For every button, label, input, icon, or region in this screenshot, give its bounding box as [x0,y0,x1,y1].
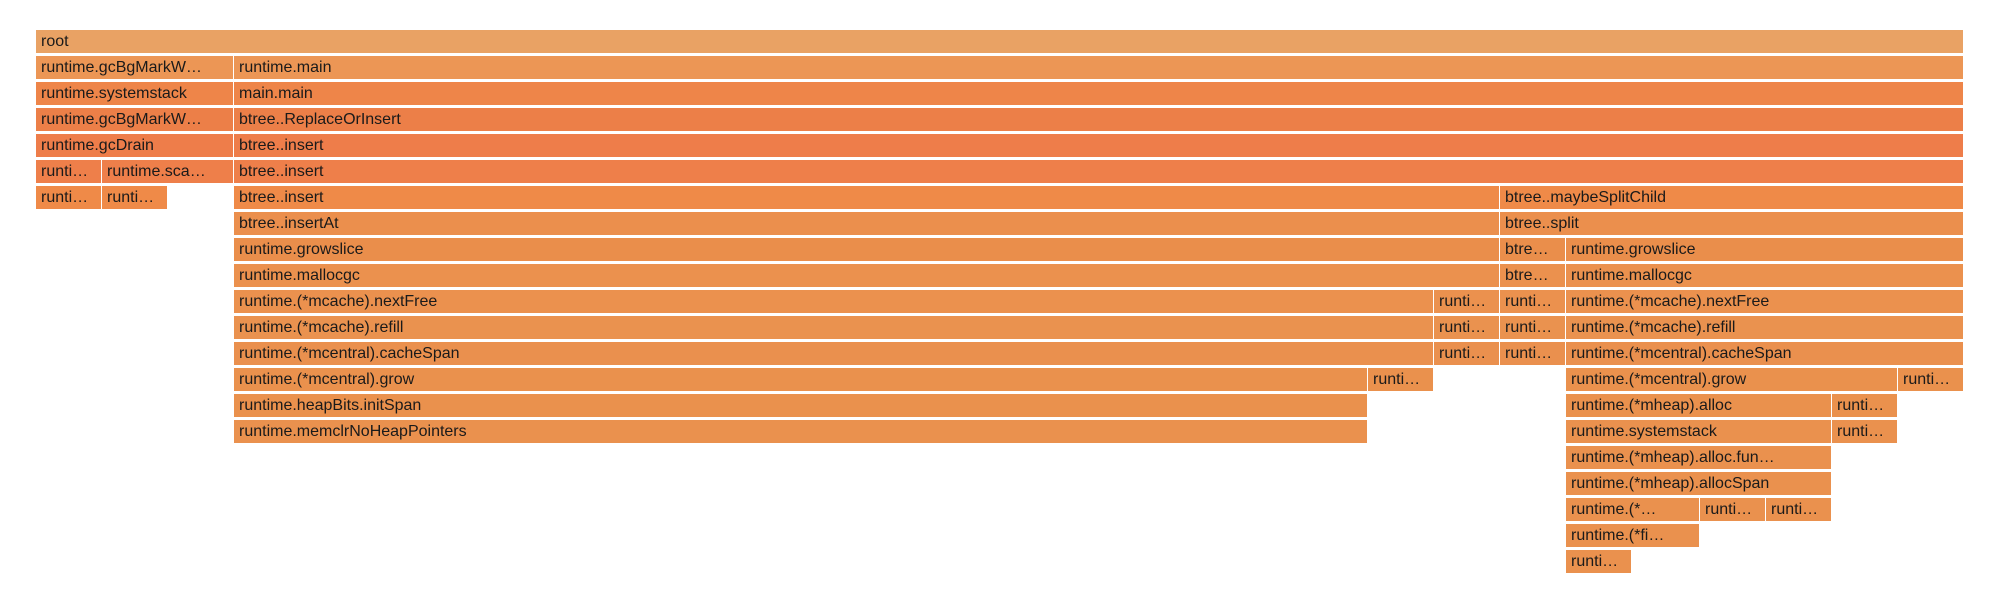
frame-mheap-alloc[interactable]: runtime.(*mheap).alloc [1566,394,1832,418]
frame-btree-insert[interactable]: btree..insert [234,134,1964,158]
frame-runti[interactable]: runti… [1766,498,1832,522]
frame-runti[interactable]: runti… [1500,290,1566,314]
frame-gcBgMarkWorker[interactable]: runtime.gcBgMarkW… [36,108,234,132]
frame-runtime-sca[interactable]: runtime.sca… [102,160,234,184]
frame-runtime-mallocgc[interactable]: runtime.mallocgc [1566,264,1964,288]
frame-runti[interactable]: runti… [36,160,102,184]
frame-mcentral-cacheSpan[interactable]: runtime.(*mcentral).cacheSpan [234,342,1434,366]
frame-btree-maybeSplitChild[interactable]: btree..maybeSplitChild [1500,186,1964,210]
frame-runtime-main[interactable]: runtime.main [234,56,1964,80]
frame-runti[interactable]: runti… [1434,342,1500,366]
frame-systemstack[interactable]: runtime.systemstack [36,82,234,106]
frame-runti[interactable]: runti… [1434,290,1500,314]
frame-runti[interactable]: runti… [36,186,102,210]
frame-mcache-nextFree[interactable]: runtime.(*mcache).nextFree [1566,290,1964,314]
frame-runti[interactable]: runti… [1566,550,1632,574]
frame-runtime-mallocgc[interactable]: runtime.mallocgc [234,264,1500,288]
frame-runti[interactable]: runti… [1500,342,1566,366]
frame-btree-insertAt[interactable]: btree..insertAt [234,212,1500,236]
frame-runti[interactable]: runti… [1368,368,1434,392]
frame-mcache-refill[interactable]: runtime.(*mcache).refill [1566,316,1964,340]
frame-runtime-growslice[interactable]: runtime.growslice [234,238,1500,262]
frame-mcentral-grow[interactable]: runtime.(*mcentral).grow [234,368,1368,392]
frame-btre[interactable]: btre… [1500,238,1566,262]
frame-runti[interactable]: runti… [1832,394,1898,418]
frame-mcache-nextFree[interactable]: runtime.(*mcache).nextFree [234,290,1434,314]
frame-mcentral-cacheSpan[interactable]: runtime.(*mcentral).cacheSpan [1566,342,1964,366]
frame-runtime-star[interactable]: runtime.(*… [1566,498,1700,522]
frame-heapBits-initSpan[interactable]: runtime.heapBits.initSpan [234,394,1368,418]
frame-main-main[interactable]: main.main [234,82,1964,106]
frame-mheap-allocSpan[interactable]: runtime.(*mheap).allocSpan [1566,472,1832,496]
frame-runti[interactable]: runti… [1832,420,1898,444]
frame-runtime-growslice[interactable]: runtime.growslice [1566,238,1964,262]
frame-runti[interactable]: runti… [102,186,168,210]
frame-runti[interactable]: runti… [1500,316,1566,340]
frame-btree-ReplaceOrInsert[interactable]: btree..ReplaceOrInsert [234,108,1964,132]
frame-runti[interactable]: runti… [1434,316,1500,340]
frame-systemstack[interactable]: runtime.systemstack [1566,420,1832,444]
frame-btree-split[interactable]: btree..split [1500,212,1964,236]
frame-runti[interactable]: runti… [1898,368,1964,392]
frame-mcentral-grow[interactable]: runtime.(*mcentral).grow [1566,368,1898,392]
frame-gcDrain[interactable]: runtime.gcDrain [36,134,234,158]
frame-runti[interactable]: runti… [1700,498,1766,522]
frame-gcBgMarkWorker[interactable]: runtime.gcBgMarkW… [36,56,234,80]
frame-mheap-alloc-func[interactable]: runtime.(*mheap).alloc.fun… [1566,446,1832,470]
frame-mcache-refill[interactable]: runtime.(*mcache).refill [234,316,1434,340]
frame-btree-insert[interactable]: btree..insert [234,186,1500,210]
frame-runtime-fi[interactable]: runtime.(*fi… [1566,524,1700,548]
frame-root[interactable]: root [36,30,1964,54]
frame-btre[interactable]: btre… [1500,264,1566,288]
frame-memclrNoHeapPointers[interactable]: runtime.memclrNoHeapPointers [234,420,1368,444]
frame-btree-insert[interactable]: btree..insert [234,160,1964,184]
